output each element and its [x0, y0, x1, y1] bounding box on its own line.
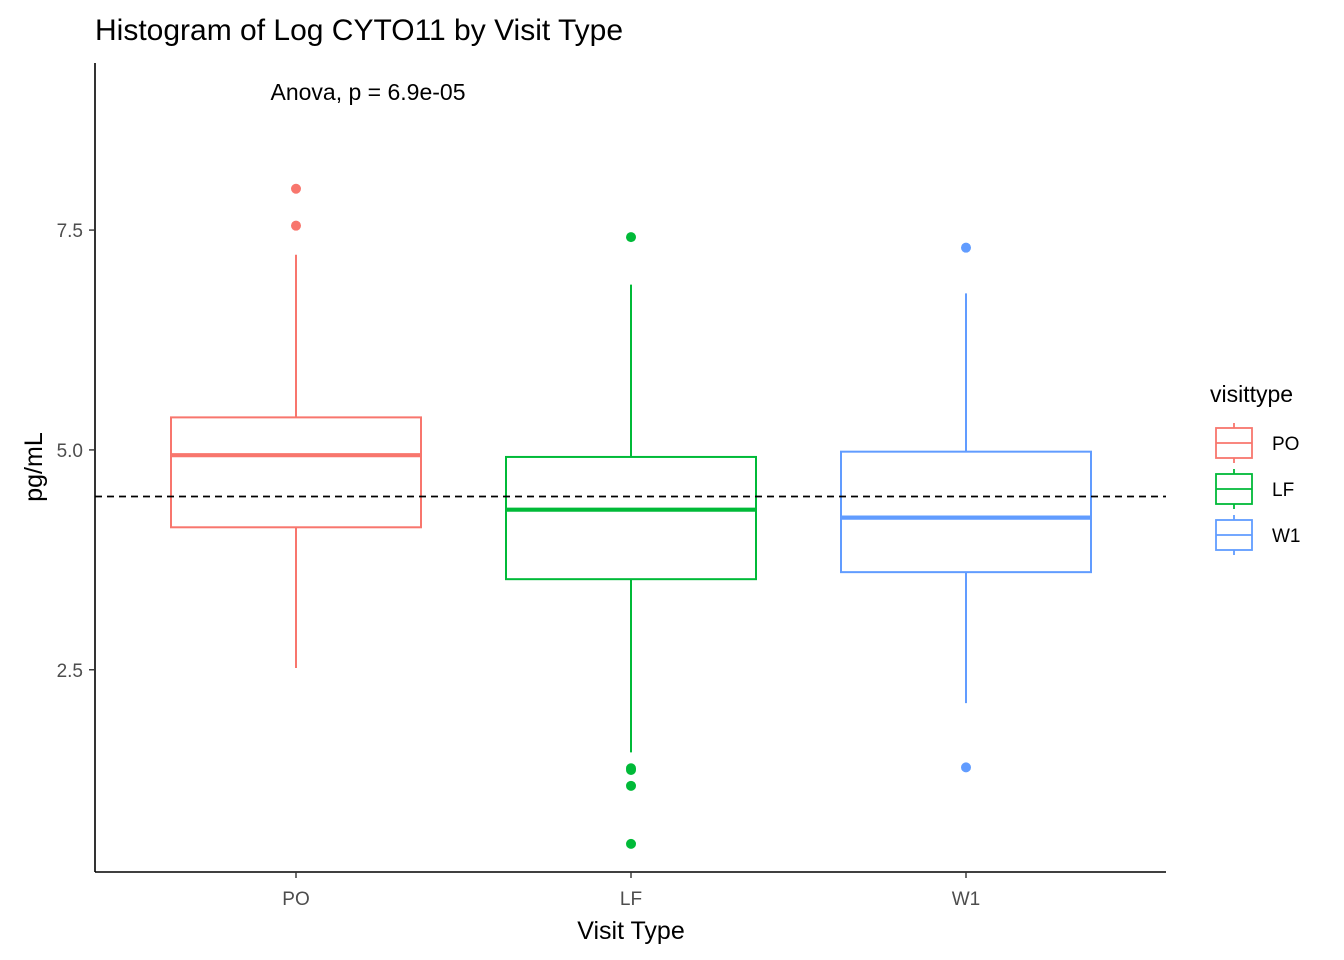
iqr-box: [840, 450, 1092, 574]
y-axis-title: pg/mL: [20, 432, 48, 502]
box-po: [170, 183, 422, 668]
iqr-box: [170, 416, 422, 529]
outlier-point: [626, 764, 636, 775]
outlier-point: [626, 232, 636, 243]
outlier-point: [291, 183, 301, 194]
anova-annotation: Anova, p = 6.9e-05: [270, 79, 465, 105]
outlier-point: [291, 220, 301, 231]
outlier-point: [626, 838, 636, 849]
legend: visittype PO LF W1: [1210, 381, 1301, 555]
chart-title: Histogram of Log CYTO11 by Visit Type: [95, 14, 623, 47]
legend-title: visittype: [1210, 381, 1293, 407]
x-axis-title: Visit Type: [577, 917, 684, 945]
x-tick-label: W1: [952, 889, 981, 910]
legend-key-w1: [1215, 515, 1253, 555]
y-ticks: 2.5 5.0 7.5: [57, 221, 95, 682]
box-w1: [840, 242, 1092, 773]
outlier-point: [626, 780, 636, 791]
legend-label: W1: [1272, 526, 1301, 547]
box-lf: [505, 232, 757, 849]
y-tick-label: 5.0: [57, 441, 83, 462]
plot-area: [95, 183, 1166, 849]
x-ticks: PO LF W1: [282, 872, 980, 910]
legend-label: LF: [1272, 480, 1294, 501]
legend-key-po: [1215, 423, 1253, 463]
iqr-box: [505, 455, 757, 581]
legend-key-lf: [1215, 469, 1253, 509]
x-tick-label: PO: [282, 889, 309, 910]
y-tick-label: 2.5: [57, 661, 83, 682]
outlier-point: [961, 762, 971, 773]
x-tick-label: LF: [620, 889, 642, 910]
outlier-point: [961, 242, 971, 253]
y-tick-label: 7.5: [57, 221, 83, 242]
legend-label: PO: [1272, 434, 1299, 455]
box-layer: [170, 183, 1092, 849]
